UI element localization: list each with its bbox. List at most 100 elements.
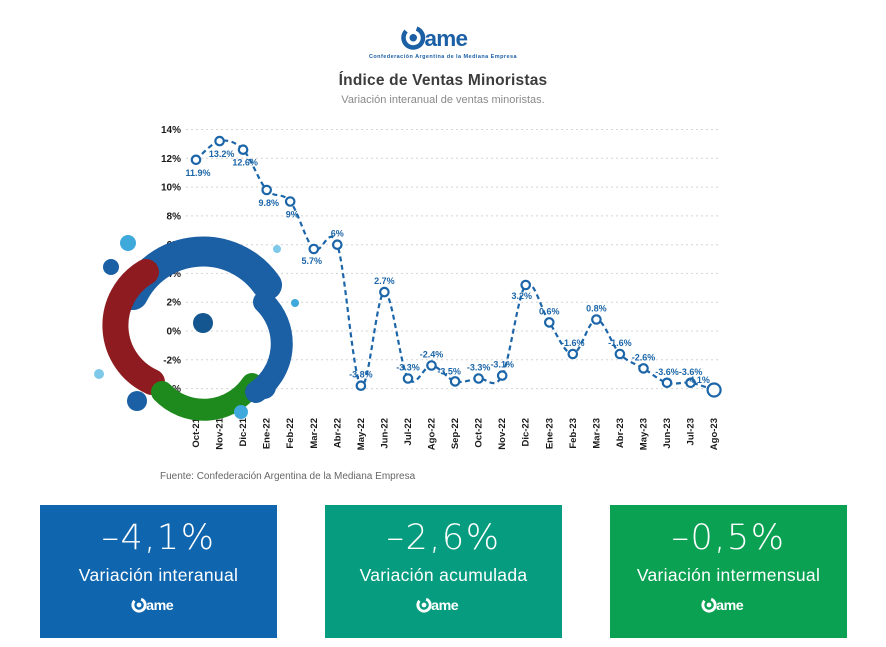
x-tick-label: Ago-23 [709,418,720,450]
y-tick-label: 8% [167,211,182,222]
came-logo-dot [137,602,142,608]
y-tick-label: -2% [163,355,181,366]
data-point-label: -1.6% [608,338,632,348]
data-point-label: 2.7% [374,276,395,286]
came-logo-wordmark: ame [432,598,460,614]
data-point-label: 3.2% [511,291,532,301]
x-tick-label: Dic-21 [238,417,249,446]
came-logo-graphic: ame [701,597,745,614]
x-tick-label: May-22 [356,418,367,450]
card-label: Variación interanual [78,565,239,585]
data-point-marker [214,135,225,147]
x-tick-label: Nov-21 [215,417,226,449]
summary-card-interanual: –4,1% Variación interanual ame [40,505,277,638]
card-label: Variación intermensual [636,565,821,585]
data-point-marker [402,373,414,384]
x-tick-label: Nov-22 [497,418,508,450]
y-tick-label: 0% [167,327,182,338]
data-point-label: 13.2% [209,149,235,159]
data-point-label: -2.6% [632,352,656,362]
came-logo-graphic: ame [401,25,468,51]
data-point-marker [685,377,696,389]
y-tick-label: 12% [161,154,181,165]
came-logo-dot [707,602,712,608]
x-tick-label: Ago-22 [427,418,438,450]
data-point-label: -4.1% [686,375,710,385]
data-point-marker [261,184,272,196]
data-point-label: 9% [286,210,299,220]
source-note: Fuente: Confederación Argentina de la Me… [160,471,416,482]
data-point-marker [638,363,649,374]
y-tick-label: 14% [161,125,181,136]
data-point-label: 5.7% [302,256,323,266]
data-point-marker [706,382,722,398]
x-tick-label: Mar-22 [309,418,320,449]
x-tick-label: Abr-23 [615,418,626,448]
data-point-marker [237,144,249,155]
x-tick-label: Feb-22 [285,418,296,449]
data-point-label: 0.6% [539,306,560,316]
card-value: –0,5% [671,518,786,558]
data-point-label: -3.1% [490,360,514,370]
summary-card-intermensual: –0,5% Variación intermensual ame [610,505,847,638]
card-label: Variación acumulada [359,565,528,585]
data-point-label: -2.4% [420,350,444,360]
page-subtitle: Variación interanual de ventas minorista… [341,94,545,106]
x-tick-label: Oct-21 [191,417,202,447]
data-point-marker [379,286,390,298]
came-logo-dot [409,34,417,42]
data-point-marker [190,154,202,166]
data-point-marker [426,360,437,371]
y-tick-label: 2% [167,298,182,309]
came-logo-dot [422,602,427,608]
x-tick-label: Sep-22 [450,418,461,449]
retail-sales-line-chart: 14% 12% 10% 8% 6% 4% 2% 0% -2% -4% Oct-21 Nov-21 Dic… [161,125,722,450]
data-point-label: 11.9% [185,168,210,178]
data-point-label: -3.6% [655,367,679,377]
card-value: –4,1% [101,518,216,558]
y-tick-label: 4% [167,269,182,280]
x-tick-label: Jun-23 [662,418,673,449]
y-tick-label: 6% [167,240,182,251]
came-logo-wordmark: ame [424,26,467,51]
data-point-label: -3.5% [437,366,461,376]
x-tick-label: Ene-22 [262,418,273,449]
card-value: –2,6% [386,518,501,558]
x-tick-label: Feb-23 [568,418,579,449]
came-logo-white: ame [325,595,562,614]
came-logo-wordmark: ame [717,598,745,614]
data-point-label: 12.6% [232,158,258,168]
data-point-marker [473,373,484,384]
data-point-marker [308,243,320,255]
data-point-label: -1.6% [561,338,585,348]
came-logo-graphic: ame [416,597,460,614]
data-point-marker [496,370,508,381]
came-logo-tagline: Confederación Argentina de la Mediana Em… [368,54,518,60]
data-point-label: 9.8% [258,198,279,208]
summary-card-acumulada: –2,6% Variación acumulada ame [325,505,562,638]
data-point-marker [591,314,602,325]
came-logo-graphic: ame [131,597,175,614]
data-point-marker [355,380,367,391]
x-tick-label: Ene-23 [544,418,555,449]
data-point-marker [520,279,531,291]
data-point-label: -3.8% [349,370,373,380]
data-point-label: 6% [331,229,344,239]
header: ame Confederación Argentina de la Median… [0,22,886,106]
x-tick-label: Jul-23 [686,418,697,445]
x-tick-label: Oct-22 [474,418,485,448]
x-tick-label: Jun-22 [379,418,390,449]
x-tick-label: Abr-22 [332,418,343,448]
data-point-label: 0.8% [586,304,607,314]
data-point-marker [661,377,673,389]
data-point-marker [331,239,343,250]
data-point-label: -3.6% [679,367,703,377]
y-tick-label: -4% [163,384,181,395]
x-tick-label: May-23 [639,418,650,450]
data-point-marker [543,317,555,328]
data-point-label: -3.3% [467,363,491,373]
came-logo: ame [0,22,886,52]
page-title: Índice de Ventas Minoristas [338,72,548,89]
data-point-marker [449,376,461,387]
